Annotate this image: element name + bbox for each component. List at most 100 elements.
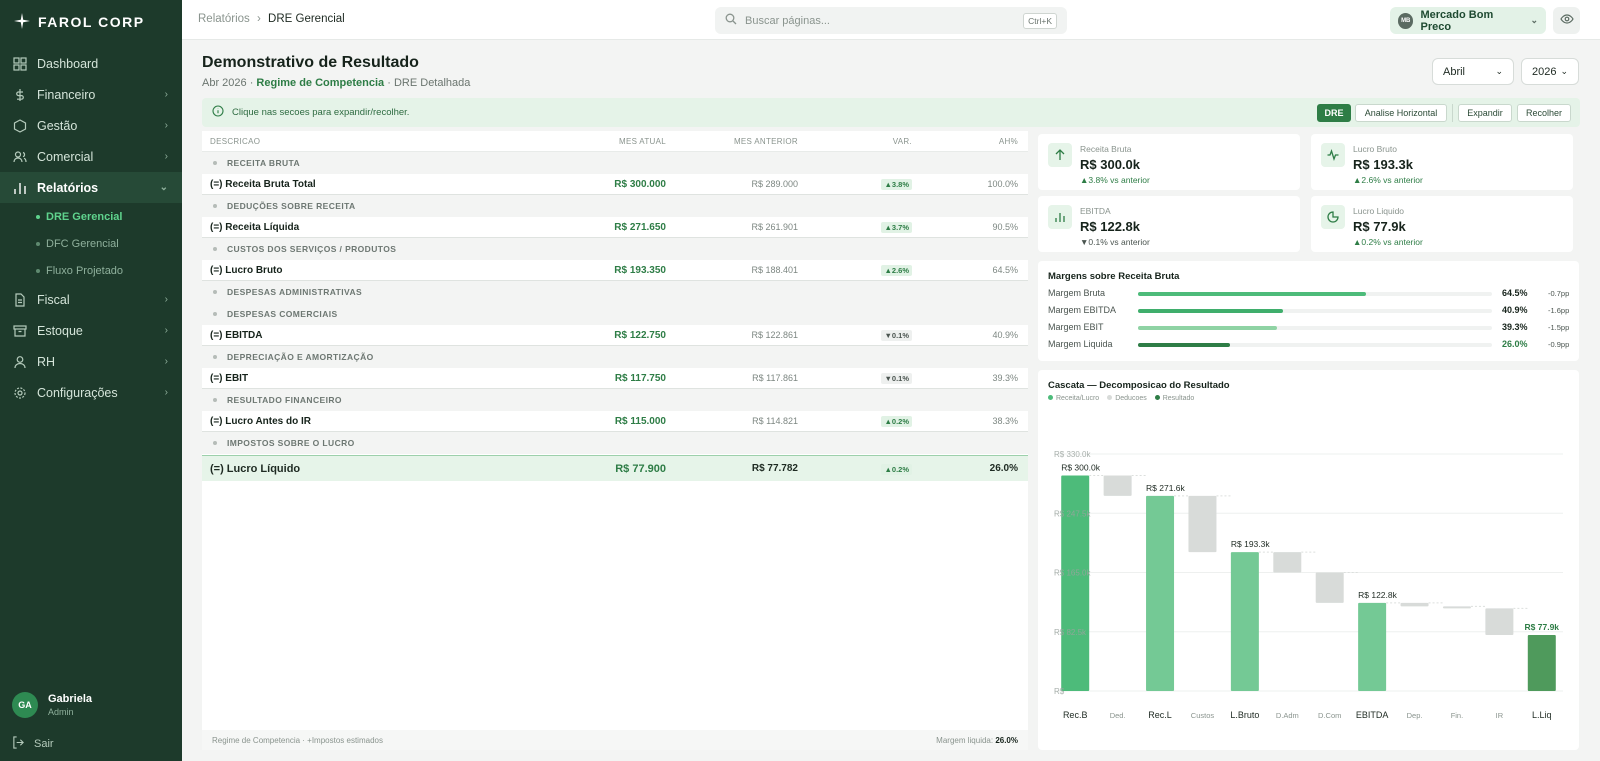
table-header: DESCRICAO MES ATUAL MES ANTERIOR VAR. AH…	[202, 131, 1028, 152]
view-dre-button[interactable]: DRE	[1317, 104, 1351, 122]
collapse-all-button[interactable]: Recolher	[1517, 104, 1571, 122]
total-row: (=) Lucro Bruto R$ 193.350 R$ 188.401 ▲2.6%…	[202, 260, 1028, 281]
x-tick-label: Dep.	[1407, 711, 1423, 720]
table-footer: Regime de Competencia · +Impostos estima…	[202, 730, 1028, 750]
expand-all-button[interactable]: Expandir	[1458, 104, 1512, 122]
margin-percent: 39.3%	[1502, 322, 1528, 332]
bullet-icon	[213, 398, 217, 402]
footer-margin-value: 26.0%	[995, 735, 1018, 745]
row-current: R$ 122.750	[614, 329, 666, 341]
row-previous: R$ 114.821	[752, 416, 798, 426]
sidebar-item-label: RH	[37, 354, 56, 369]
bullet-icon	[36, 241, 40, 246]
company-selector[interactable]: MB Mercado Bom Preco ⌄	[1390, 7, 1546, 34]
chevron-down-icon: ⌄	[159, 182, 168, 193]
sidebar-item-configuracoes[interactable]: Configurações ›	[0, 377, 182, 408]
search-input[interactable]	[745, 14, 1016, 27]
row-current: R$ 300.000	[614, 178, 666, 190]
row-ah: 90.5%	[992, 222, 1018, 232]
sidebar-subitem-dfc-gerencial[interactable]: DFC Gerencial	[0, 230, 182, 257]
waterfall-bar	[1315, 572, 1344, 603]
row-var: ▼0.1%	[798, 372, 912, 384]
margin-delta: -0.7pp	[1548, 289, 1570, 298]
sidebar-item-financeiro[interactable]: Financeiro ›	[0, 79, 182, 110]
sidebar-item-label: Configurações	[37, 385, 118, 400]
section-row[interactable]: CUSTOS DOS SERVIÇOS / PRODUTOS	[202, 238, 1028, 260]
document-icon	[12, 292, 28, 308]
brand[interactable]: FAROL CORP	[0, 0, 182, 44]
legend-label: Deducoes	[1115, 395, 1147, 402]
col-header-ah: AH%	[998, 136, 1018, 146]
row-var: ▲2.6%	[798, 264, 912, 276]
row-var: ▲0.2%	[798, 463, 912, 475]
margin-row-ebitda: Margem EBITDA 40.9% -1.6pp	[1048, 305, 1570, 317]
hexagon-icon	[12, 118, 28, 134]
month-value: Abril	[1443, 65, 1466, 78]
user-icon	[12, 354, 28, 370]
year-select[interactable]: 2026 ⌄	[1521, 58, 1579, 85]
variation-badge: ▲0.2%	[881, 463, 912, 475]
sidebar-subitem-fluxo-projetado[interactable]: Fluxo Projetado	[0, 257, 182, 284]
sidebar-item-fiscal[interactable]: Fiscal ›	[0, 284, 182, 315]
row-ah: 64.5%	[992, 265, 1018, 275]
sidebar-item-relatorios[interactable]: Relatórios ⌄	[0, 172, 182, 203]
x-tick-label: L.Liq	[1532, 710, 1552, 720]
section-row[interactable]: DEPRECIAÇÃO E AMORTIZAÇÃO	[202, 346, 1028, 368]
section-row[interactable]: IMPOSTOS SOBRE O LUCRO	[202, 432, 1028, 454]
section-row[interactable]: RECEITA BRUTA	[202, 152, 1028, 174]
month-select[interactable]: Abril ⌄	[1432, 58, 1514, 85]
margin-row-ebit: Margem EBIT 39.3% -1.5pp	[1048, 322, 1569, 334]
sidebar-item-label: Dashboard	[37, 56, 99, 71]
kpi-delta: ▲2.6% vs anterior	[1353, 175, 1423, 185]
sidebar-item-comercial[interactable]: Comercial ›	[0, 141, 182, 172]
sidebar-item-dashboard[interactable]: Dashboard	[0, 48, 182, 79]
kpi-delta: ▲3.8% vs anterior	[1080, 175, 1150, 185]
user-profile[interactable]: GA Gabriela Admin	[12, 692, 92, 718]
section-label: DESPESAS ADMINISTRATIVAS	[227, 287, 363, 297]
sidebar-item-rh[interactable]: RH ›	[0, 346, 182, 377]
row-previous: R$ 289.000	[751, 179, 798, 189]
margin-bar	[1138, 326, 1278, 330]
breadcrumb-parent[interactable]: Relatórios	[198, 13, 250, 25]
logout-label: Sair	[34, 738, 54, 750]
section-label: DEPRECIAÇÃO E AMORTIZAÇÃO	[227, 352, 374, 362]
eye-icon	[1559, 12, 1574, 29]
row-previous: R$ 77.782	[751, 463, 798, 474]
section-row[interactable]: DEDUÇÕES SOBRE RECEITA	[202, 195, 1028, 217]
chevron-right-icon: ›	[164, 151, 168, 162]
margin-track	[1138, 292, 1492, 296]
margin-label: Margem EBIT	[1048, 322, 1104, 332]
sidebar-subitem-dre-gerencial[interactable]: DRE Gerencial	[0, 203, 182, 230]
variation-badge: ▼0.1%	[881, 329, 912, 341]
margin-delta: -1.6pp	[1548, 306, 1570, 315]
x-tick-label: D.Adm	[1276, 711, 1299, 720]
waterfall-bar	[1273, 552, 1302, 573]
row-previous: R$ 117.861	[752, 373, 798, 383]
chevron-right-icon: ›	[164, 89, 168, 100]
waterfall-bar	[1061, 475, 1090, 691]
row-current: R$ 77.900	[615, 462, 666, 475]
dre-table: DESCRICAO MES ATUAL MES ANTERIOR VAR. AH…	[202, 131, 1028, 750]
col-header-mes-anterior: MES ANTERIOR	[733, 136, 798, 146]
search-box[interactable]: Ctrl+K	[715, 7, 1067, 34]
user-name: Gabriela	[48, 693, 93, 705]
sidebar-item-gestao[interactable]: Gestão ›	[0, 110, 182, 141]
bar-chart-icon	[12, 180, 28, 196]
y-tick-label: R$ 330.0k	[1054, 450, 1091, 459]
logout-button[interactable]: Sair	[12, 736, 54, 752]
divider	[1452, 104, 1453, 122]
waterfall-bar	[1358, 602, 1387, 691]
kpi-card-ebitda: EBITDA R$ 122.8k ▼0.1% vs anterior	[1038, 196, 1300, 252]
x-tick-label: L.Bruto	[1230, 710, 1259, 720]
section-row[interactable]: DESPESAS ADMINISTRATIVAS	[202, 281, 1028, 303]
kpi-label: EBITDA	[1080, 206, 1111, 216]
view-horizontal-analysis-button[interactable]: Analise Horizontal	[1355, 104, 1447, 122]
waterfall-bar	[1146, 495, 1175, 691]
sidebar-item-estoque[interactable]: Estoque ›	[0, 315, 182, 346]
kpi-card-receita-bruta: Receita Bruta R$ 300.0k ▲3.8% vs anterio…	[1038, 134, 1300, 190]
section-row[interactable]: RESULTADO FINANCEIRO	[202, 389, 1028, 411]
sidebar-item-label: Fiscal	[37, 292, 70, 307]
section-row[interactable]: DESPESAS COMERCIAIS	[202, 303, 1028, 325]
visibility-toggle-button[interactable]	[1553, 7, 1580, 34]
chevron-right-icon: ›	[164, 120, 168, 131]
